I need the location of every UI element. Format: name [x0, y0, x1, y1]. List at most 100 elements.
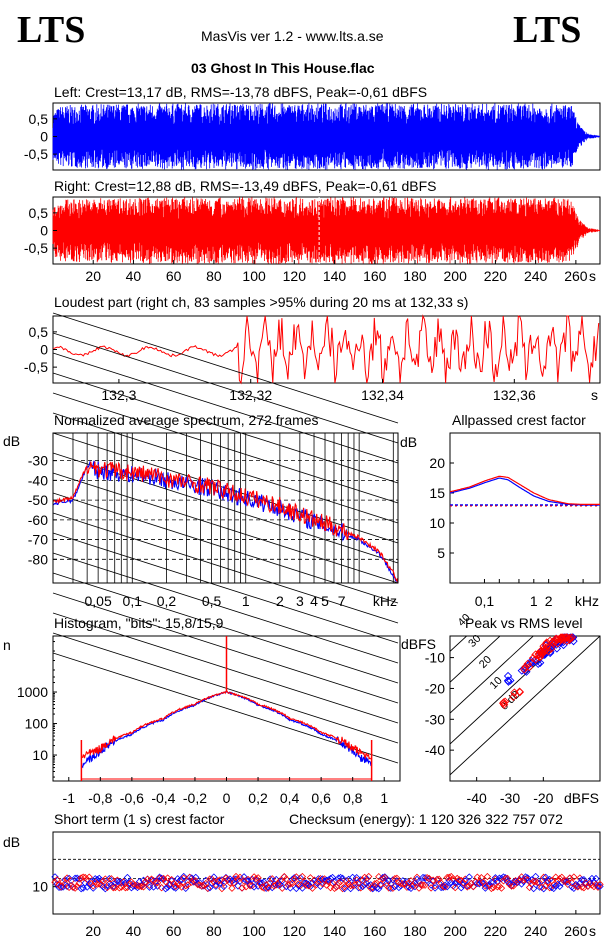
plot-title-right: Right: Crest=12,88 dB, RMS=-13,49 dBFS, …	[54, 178, 436, 194]
short-term-crest-point-0-65	[180, 872, 188, 881]
short-term-crest-point-0-8	[65, 874, 73, 883]
ytick-peak-vs-rms-2: -30	[425, 711, 445, 727]
short-term-crest-point-1-182	[415, 884, 423, 892]
ytick-loudest-1: 0	[40, 342, 48, 358]
short-term-crest-point-0-228	[507, 881, 516, 890]
short-term-crest-point-0-207	[465, 873, 473, 881]
short-term-crest-point-1-8	[65, 883, 73, 892]
plot-title-histogram: Histogram, "bits": 15,8/15,9	[54, 615, 224, 631]
short-term-crest-point-1-115	[280, 872, 288, 881]
ytick-allpass-1: 15	[429, 485, 445, 501]
ytick-histogram-1: 100	[25, 716, 49, 732]
logo-right: LTS	[513, 9, 582, 51]
short-term-crest-point-0-86	[222, 873, 230, 882]
short-term-crest-point-1-144	[338, 884, 347, 893]
short-term-crest-point-1-200	[451, 883, 459, 892]
xtick-peak-vs-rms-1: -30	[500, 790, 520, 806]
short-term-crest-point-1-53	[155, 874, 164, 882]
ytick-peak-vs-rms-1: -20	[425, 680, 445, 696]
xtick-right-10: 220	[484, 268, 508, 284]
ytick-loudest-2: -0,5	[24, 359, 48, 375]
allpass-series-1	[449, 475, 600, 505]
short-term-crest-point-0-252	[556, 882, 564, 890]
short-term-crest-point-0-163	[377, 881, 385, 890]
short-term-crest-point-0-190	[431, 884, 439, 892]
xtick-allpass-1: 1	[530, 593, 538, 609]
spectrum-series-1	[52, 461, 399, 584]
short-term-crest-point-0-239	[529, 884, 538, 893]
peak-vs-rms-point-1-2-2	[523, 659, 532, 669]
xtick-short-term-crest-2: 60	[166, 923, 182, 939]
plot-frame-short-term-crest	[52, 831, 601, 915]
ylabel-histogram: n	[3, 637, 11, 653]
ytick-short-term-crest-0: 10	[32, 879, 48, 895]
short-term-crest-point-1-165	[381, 873, 389, 882]
short-term-crest-point-0-272	[596, 882, 604, 891]
peak-vs-rms-point-1-2-3	[521, 662, 530, 672]
ytick-left-2: -0,5	[24, 146, 48, 162]
plot-title-peak-vs-rms: Peak vs RMS level	[465, 615, 582, 631]
short-term-crest-point-1-124	[298, 872, 307, 881]
xtick-spectrum-7: 4	[310, 593, 318, 609]
short-term-crest-point-0-33	[115, 878, 124, 886]
ytick-left-0: 0,5	[29, 111, 49, 127]
xtick-histogram-8: 0,6	[311, 790, 331, 806]
short-term-crest-point-0-59	[167, 877, 176, 885]
plot-title-allpass: Allpassed crest factor	[452, 412, 586, 428]
spectrum-slope-8	[52, 472, 399, 584]
short-term-crest-point-0-97	[244, 877, 252, 885]
spectrum-slope-10	[52, 512, 399, 624]
ylabel-spectrum-front: dB	[3, 433, 20, 449]
xtick-short-term-crest-10: 220	[484, 923, 508, 939]
ytick-right-1: 0	[40, 223, 48, 239]
xtick-allpass-0: 0,1	[475, 593, 495, 609]
ylabel-allpass: dB	[400, 434, 417, 450]
short-term-crest-point-1-92	[234, 875, 242, 883]
short-term-crest-point-0-196	[443, 883, 451, 891]
short-term-crest-point-0-142	[334, 874, 343, 882]
xtick-spectrum-9: 7	[338, 593, 346, 609]
plot-title-short-term-crest: Short term (1 s) crest factor	[54, 811, 225, 827]
ytick-allpass-3: 5	[437, 545, 445, 561]
xtick-short-term-crest-12: 260	[564, 923, 588, 939]
short-term-crest-point-1-163	[377, 880, 385, 888]
short-term-crest-point-0-267	[586, 878, 594, 886]
xtick-short-term-crest-9: 200	[444, 923, 468, 939]
short-term-crest-point-1-204	[459, 878, 467, 887]
ytick-loudest-0: 0,5	[29, 324, 49, 340]
xtick-right-3: 80	[206, 268, 222, 284]
loudest-line	[53, 314, 600, 385]
short-term-crest-point-1-13	[75, 879, 83, 888]
peak-vs-rms-diagonal-2	[450, 636, 534, 714]
checksum-text: Checksum (energy): 1 120 326 322 757 072	[289, 811, 563, 827]
spectrum-slope-14	[52, 592, 399, 704]
short-term-crest-point-0-244	[540, 885, 548, 893]
xtick-histogram-10: 1	[380, 790, 388, 806]
short-term-crest-point-1-76	[202, 879, 210, 888]
short-term-crest-point-1-216	[483, 872, 492, 881]
xtick-short-term-crest-5: 120	[283, 923, 307, 939]
app-title: MasVis ver 1.2 - www.lts.a.se	[201, 28, 384, 44]
short-term-crest-point-1-24	[97, 880, 105, 889]
ytick-spectrum-label-3: -60	[28, 512, 48, 528]
short-term-crest-point-1-2	[53, 876, 61, 884]
short-term-crest-point-1-4	[57, 883, 65, 891]
xtick-short-term-crest-7: 160	[363, 923, 387, 939]
ytick-histogram-0: 1000	[17, 684, 48, 700]
xtick-short-term-crest-1: 40	[126, 923, 142, 939]
spectrum-slope-13	[52, 572, 399, 684]
peak-vs-rms-diagonal-3	[450, 636, 568, 745]
ytick-spectrum-label-1: -40	[28, 472, 48, 488]
short-term-crest-point-0-270	[592, 874, 600, 883]
plot-title-left: Left: Crest=13,17 dB, RMS=-13,78 dBFS, P…	[54, 84, 427, 100]
xunit-loudest: s	[591, 387, 598, 403]
ytick-peak-vs-rms-3: -40	[425, 742, 445, 758]
xtick-histogram-3: -0,4	[151, 790, 175, 806]
xtick-right-0: 20	[85, 268, 101, 284]
xtick-right-5: 120	[283, 268, 307, 284]
spectrum-slope-1	[52, 332, 399, 444]
short-term-crest-point-0-263	[578, 876, 586, 884]
peak-vs-rms-point-1-3-2	[528, 653, 538, 663]
short-term-crest-point-0-133	[316, 882, 325, 890]
